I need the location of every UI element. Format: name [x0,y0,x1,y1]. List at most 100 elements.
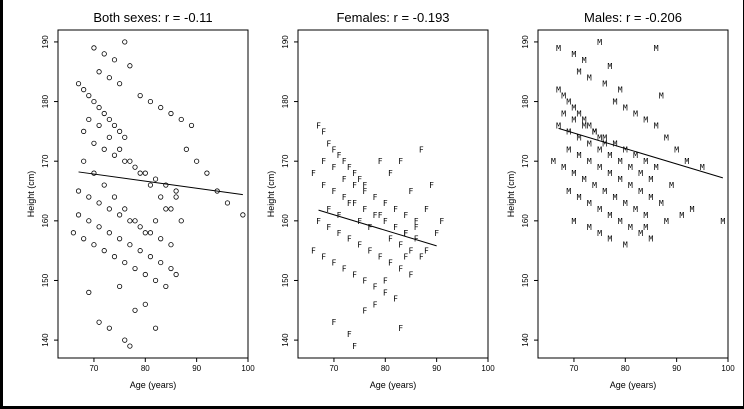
regression-line-0 [78,171,243,196]
data-point: M [720,217,725,226]
panel-title-1: Females: r = -0.193 [336,10,449,25]
data-point: M [628,163,633,172]
x-tick-label: 80 [621,364,630,373]
data-point: M [685,157,690,166]
data-point [168,206,174,212]
data-point: M [582,56,587,65]
data-point: M [556,86,561,95]
y-tick-label: 150 [41,273,50,287]
data-point [152,176,159,182]
data-point: M [633,205,638,214]
data-point: F [403,211,408,220]
data-point: M [664,133,669,142]
y-tick-label: 170 [521,154,530,168]
data-point: F [332,145,337,154]
data-point: F [347,199,352,208]
data-point [173,271,179,278]
data-point [127,63,133,69]
data-point: M [607,151,612,160]
data-point [127,343,133,349]
data-point [122,39,128,45]
data-point [101,248,107,254]
data-point [86,116,92,123]
data-point: M [597,205,602,214]
data-point: M [618,86,623,95]
data-point: F [414,223,419,232]
x-tick-label: 100 [481,364,495,373]
data-point [101,182,107,188]
y-tick-label: 170 [41,154,50,168]
data-point: F [352,342,357,351]
data-point: M [643,211,648,220]
data-point: F [398,157,403,166]
data-point [178,218,184,224]
data-point: M [618,157,623,166]
data-point [132,218,138,224]
data-point [122,158,128,164]
data-point: F [367,247,372,256]
data-point: F [321,127,326,136]
data-point [137,224,143,230]
data-point: F [347,235,352,244]
data-point: M [654,121,659,130]
data-point [127,218,133,224]
data-point: M [572,169,577,178]
data-point [122,206,128,212]
plot-area-1 [297,29,489,359]
data-point [101,51,107,57]
regression-line-1 [318,209,437,247]
x-tick-label: 100 [241,364,255,373]
data-point [86,93,92,99]
data-point: F [414,217,419,226]
data-point [117,212,123,218]
data-point: M [623,104,628,113]
data-point [147,230,154,236]
data-point [106,230,112,236]
data-point [86,218,92,224]
data-point: M [561,163,566,172]
data-point: F [352,169,357,178]
data-point: F [398,265,403,274]
data-point: F [326,223,331,232]
data-point [106,116,112,123]
data-point [137,248,143,254]
data-point [188,122,195,129]
data-point: M [577,151,582,160]
data-point [142,170,148,176]
data-point: M [607,235,612,244]
data-point: M [649,235,654,244]
x-tick-label: 90 [672,364,681,373]
data-point: M [587,157,592,166]
data-point: F [434,229,439,238]
x-axis-label-2: Age (years) [610,380,657,390]
data-point: M [566,145,571,154]
data-point: M [638,169,643,178]
data-point: M [582,115,587,124]
data-point [111,122,118,129]
data-point: M [613,139,618,148]
data-point: M [582,121,587,130]
x-tick-label: 80 [141,364,150,373]
data-point: F [357,217,362,226]
data-point: F [311,169,316,178]
data-point: F [378,211,383,220]
data-point: M [602,133,607,142]
data-point [91,140,97,146]
y-axis-label-0: Height (cm) [26,171,36,218]
y-tick-label: 190 [521,35,530,49]
data-point [81,87,87,93]
data-point [163,283,169,290]
data-point: M [592,127,597,136]
data-point [96,319,102,325]
data-point: M [577,68,582,77]
data-point: M [654,163,659,172]
data-point: M [607,169,612,178]
data-point: F [388,169,393,178]
data-point: F [321,181,326,190]
data-point: M [618,217,623,226]
x-axis-label-0: Age (years) [130,380,177,390]
y-tick-label: 140 [281,333,290,347]
data-point [158,236,164,242]
data-point: M [577,109,582,118]
data-point: M [602,139,607,148]
